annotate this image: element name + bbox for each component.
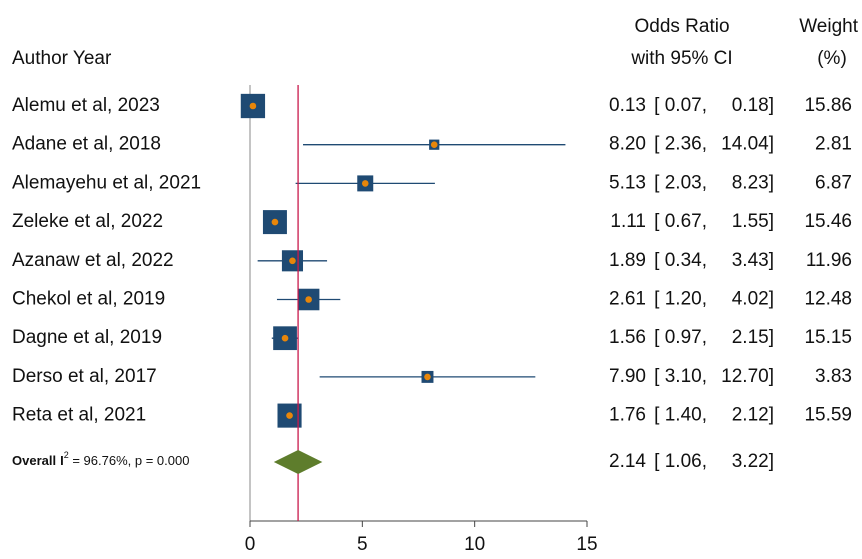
x-tick-label: 15 bbox=[576, 534, 597, 554]
ci-lower-label: [ 1.40, bbox=[654, 405, 707, 426]
header-weight: Weight bbox=[799, 16, 859, 37]
point-estimate bbox=[430, 141, 438, 148]
study-label: Dagne et al, 2019 bbox=[12, 327, 162, 348]
or-label: 8.20 bbox=[609, 134, 646, 155]
weight-label: 15.15 bbox=[804, 327, 852, 348]
overall-or: 2.14 bbox=[609, 451, 646, 472]
or-label: 1.11 bbox=[610, 211, 646, 232]
x-tick-label: 5 bbox=[357, 534, 368, 554]
study-label: Reta et al, 2021 bbox=[12, 405, 146, 426]
or-label: 1.76 bbox=[609, 405, 646, 426]
header-weight: (%) bbox=[817, 48, 847, 69]
point-estimate bbox=[249, 102, 257, 110]
point-estimate bbox=[289, 257, 296, 265]
overall-upper: 3.22] bbox=[732, 451, 774, 472]
x-tick-label: 0 bbox=[245, 534, 256, 554]
x-tick-label: 10 bbox=[464, 534, 485, 554]
ci-lower-label: [ 0.34, bbox=[654, 250, 707, 271]
study-label: Azanaw et al, 2022 bbox=[12, 250, 174, 271]
heterogeneity-stat: I bbox=[60, 453, 64, 468]
overall-lower: [ 1.06, bbox=[654, 451, 707, 472]
weight-label: 2.81 bbox=[815, 134, 852, 155]
study-label: Zeleke et al, 2022 bbox=[12, 211, 163, 232]
point-estimate bbox=[281, 334, 289, 342]
point-estimate bbox=[424, 373, 431, 381]
ci-upper-label: 3.43] bbox=[732, 250, 774, 271]
or-label: 0.13 bbox=[609, 95, 646, 116]
study-label: Derso et al, 2017 bbox=[12, 366, 157, 387]
weight-label: 3.83 bbox=[815, 366, 852, 387]
ci-upper-label: 2.12] bbox=[732, 405, 774, 426]
point-estimate bbox=[361, 180, 369, 187]
overall-diamond bbox=[273, 450, 323, 474]
or-label: 1.89 bbox=[609, 250, 646, 271]
weight-label: 15.86 bbox=[804, 95, 852, 116]
or-label: 2.61 bbox=[609, 289, 646, 310]
point-estimate bbox=[271, 218, 279, 226]
ci-lower-label: [ 1.20, bbox=[654, 289, 707, 310]
ci-upper-label: 14.04] bbox=[721, 134, 774, 155]
weight-label: 15.46 bbox=[804, 211, 852, 232]
ci-lower-label: [ 0.67, bbox=[654, 211, 707, 232]
header-study: Author Year bbox=[12, 48, 112, 69]
ci-upper-label: 0.18] bbox=[732, 95, 774, 116]
header-effect: Odds Ratio bbox=[634, 16, 729, 37]
ci-lower-label: [ 3.10, bbox=[654, 366, 707, 387]
study-label: Alemayehu et al, 2021 bbox=[12, 172, 201, 193]
study-label: Alemu et al, 2023 bbox=[12, 95, 160, 116]
heterogeneity-text: = 96.76%, p = 0.000 bbox=[69, 453, 190, 468]
weight-label: 6.87 bbox=[815, 172, 852, 193]
or-label: 5.13 bbox=[609, 172, 646, 193]
heterogeneity-sup: 2 bbox=[64, 450, 69, 460]
ci-lower-label: [ 0.97, bbox=[654, 327, 707, 348]
ci-lower-label: [ 2.36, bbox=[654, 134, 707, 155]
header-effect: with 95% CI bbox=[630, 48, 732, 69]
ci-upper-label: 12.70] bbox=[721, 366, 774, 387]
ci-upper-label: 8.23] bbox=[732, 172, 774, 193]
overall-label: Overall I2 = 96.76%, p = 0.000 bbox=[12, 450, 189, 468]
weight-label: 12.48 bbox=[804, 289, 852, 310]
or-label: 1.56 bbox=[609, 327, 646, 348]
ci-upper-label: 2.15] bbox=[732, 327, 774, 348]
overall-name: Overall bbox=[12, 453, 56, 468]
or-label: 7.90 bbox=[609, 366, 646, 387]
point-estimate bbox=[305, 296, 312, 303]
ci-lower-label: [ 0.07, bbox=[654, 95, 707, 116]
ci-upper-label: 1.55] bbox=[732, 211, 774, 232]
ci-upper-label: 4.02] bbox=[732, 289, 774, 310]
point-estimate bbox=[286, 412, 293, 419]
ci-lower-label: [ 2.03, bbox=[654, 172, 707, 193]
study-label: Adane et al, 2018 bbox=[12, 134, 161, 155]
weight-label: 11.96 bbox=[806, 250, 852, 271]
weight-label: 15.59 bbox=[804, 405, 852, 426]
study-label: Chekol et al, 2019 bbox=[12, 289, 165, 310]
